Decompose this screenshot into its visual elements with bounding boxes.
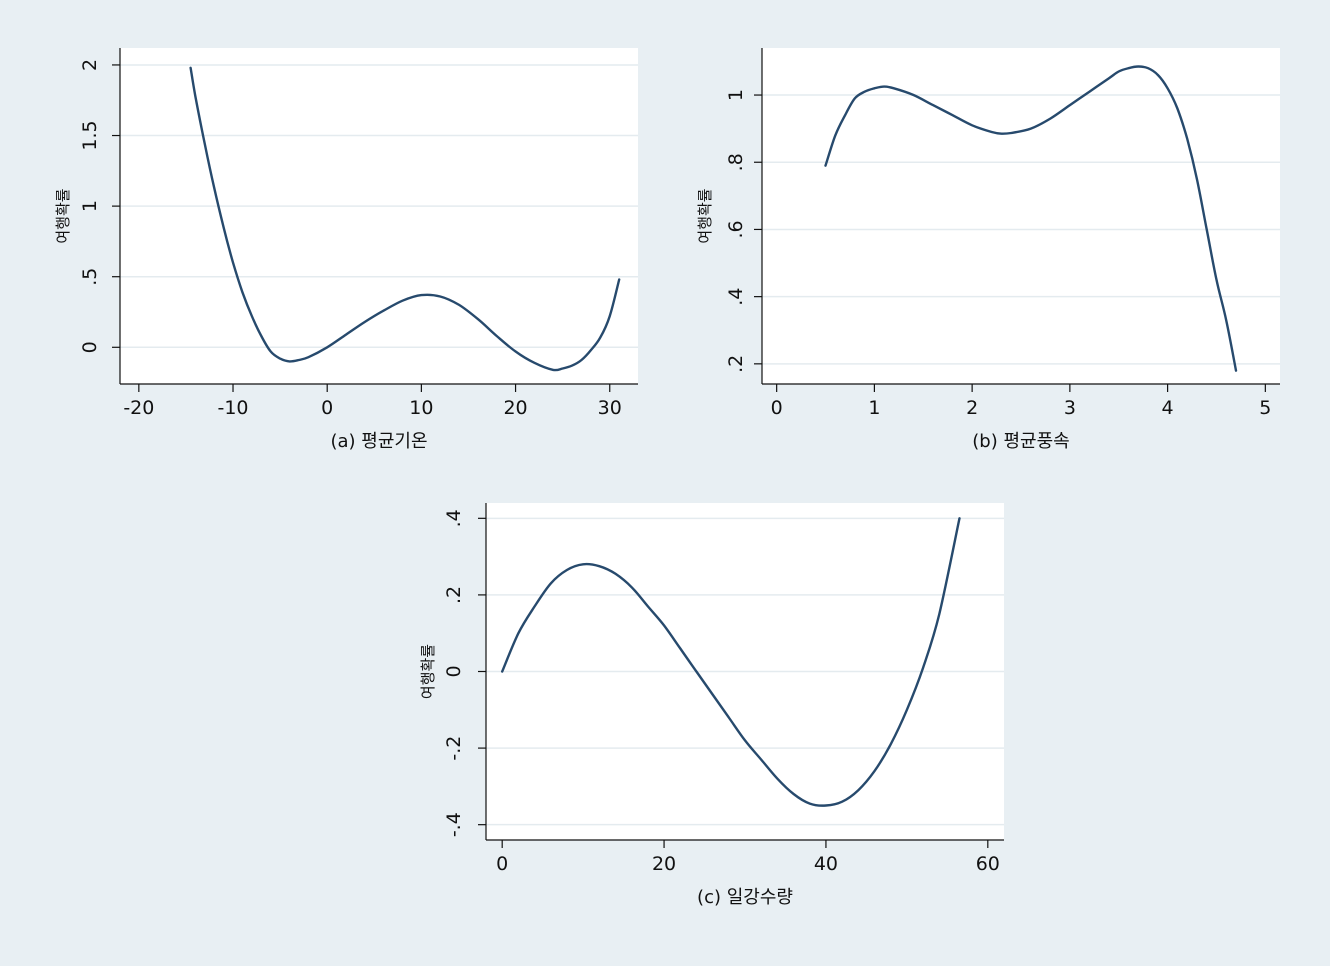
x-tick-label: -20 [123,397,154,419]
x-tick-label: 30 [598,397,622,419]
x-axis-title: (b) 평균풍속 [972,431,1069,452]
x-tick-label: -10 [217,397,248,419]
x-tick-label: 60 [976,853,1000,875]
chart-panel-1: 0 .5 1 1.5 2 -20 -10 0 10 20 30 (a) 평균기온 여행확률 [54,48,638,452]
x-tick-label: 0 [496,853,508,875]
chart-panel-2: .2 .4 .6 .8 1 0 1 2 3 4 5 (b) 평균풍속 여행확률 [696,48,1280,452]
x-tick-label: 0 [771,397,783,419]
chart-panel-3: -.4 -.2 0 .2 .4 0 20 40 60 (c) 일강수량 여행확률 [419,503,1004,908]
x-tick-label: 20 [652,853,676,875]
y-tick-label: 0 [443,665,465,677]
x-tick-label: 1 [868,397,880,419]
x-tick-label: 5 [1259,397,1271,419]
x-axis-title: (a) 평균기온 [330,431,427,452]
y-tick-label: .5 [79,268,101,286]
x-tick-label: 0 [321,397,333,419]
plot-area [762,48,1280,384]
x-tick-label: 20 [503,397,527,419]
series-line [189,66,621,372]
y-tick-label: 1.5 [79,120,101,150]
y-tick-label: -.2 [443,736,465,761]
x-tick-label: 10 [409,397,433,419]
y-tick-label: .6 [725,220,747,238]
y-tick-label: 2 [79,59,101,71]
y-tick-label: 1 [725,89,747,101]
x-tick-label: 3 [1064,397,1076,419]
x-tick-label: 40 [814,853,838,875]
y-tick-label: .4 [725,288,747,306]
y-tick-label: .2 [725,355,747,373]
y-tick-label: .4 [443,509,465,527]
y-axis-title: 여행확률 [54,188,72,243]
y-tick-label: .8 [725,153,747,171]
x-tick-label: 4 [1162,397,1174,419]
y-tick-label: .2 [443,586,465,604]
series-line [501,517,961,807]
y-axis-title: 여행확률 [696,188,714,243]
y-axis-title: 여행확률 [419,644,437,699]
y-tick-label: -.4 [443,812,465,837]
x-tick-label: 2 [966,397,978,419]
y-tick-label: 0 [79,341,101,353]
plot-area [120,48,638,384]
series-line [824,65,1238,372]
y-tick-label: 1 [79,200,101,212]
x-axis-title: (c) 일강수량 [697,887,793,908]
